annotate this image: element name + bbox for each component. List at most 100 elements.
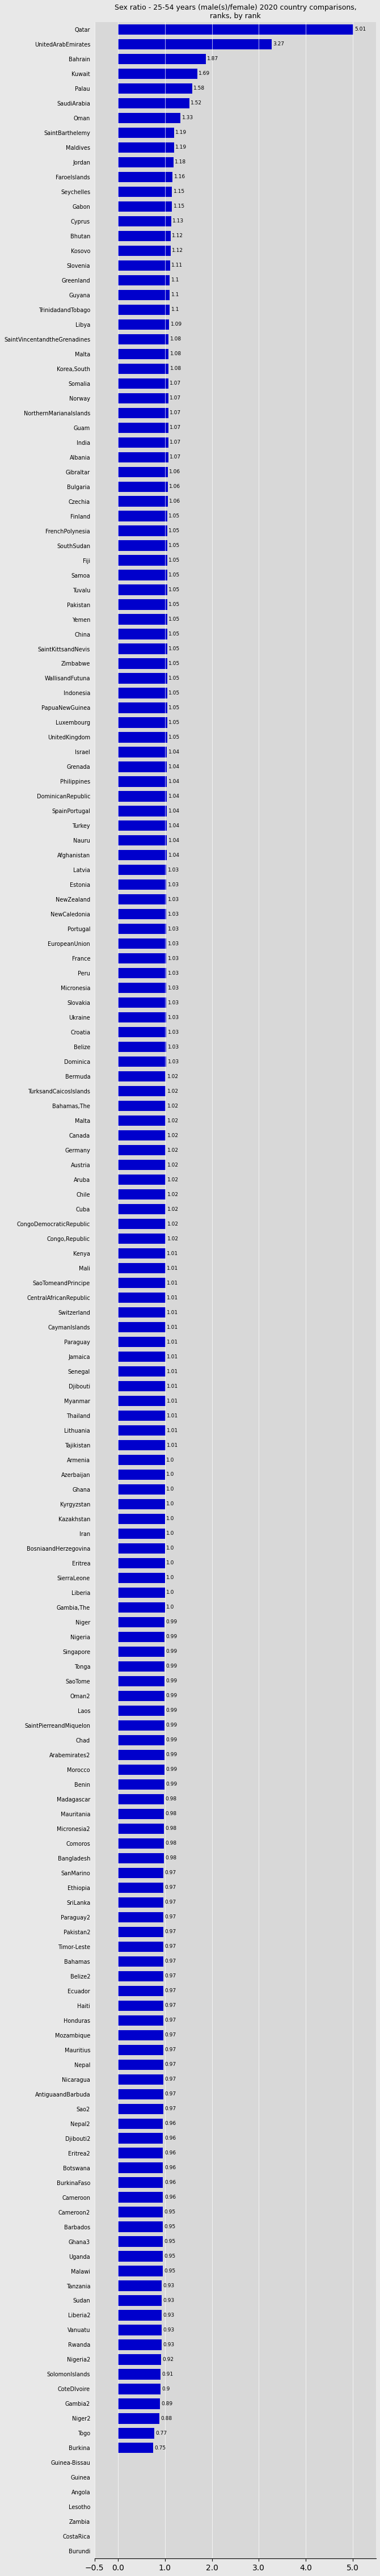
- Bar: [118, 1321, 165, 1332]
- Bar: [118, 39, 271, 49]
- Bar: [118, 2414, 159, 2424]
- Text: 1.03: 1.03: [168, 868, 179, 873]
- Text: 1.04: 1.04: [168, 793, 180, 799]
- Bar: [118, 2311, 162, 2321]
- Bar: [118, 1381, 165, 1391]
- Text: 0.99: 0.99: [166, 1633, 177, 1638]
- Text: 1.0: 1.0: [166, 1530, 174, 1535]
- Bar: [118, 1072, 166, 1082]
- Bar: [118, 1012, 166, 1023]
- Bar: [118, 1955, 163, 1965]
- Text: 1.02: 1.02: [167, 1149, 179, 1154]
- Text: 0.96: 0.96: [165, 2195, 176, 2200]
- Bar: [118, 569, 167, 580]
- Text: 0.98: 0.98: [165, 1842, 177, 1847]
- Text: 1.05: 1.05: [169, 559, 180, 564]
- Text: 1.12: 1.12: [172, 234, 183, 240]
- Text: 0.77: 0.77: [155, 2432, 167, 2437]
- Bar: [118, 1618, 165, 1628]
- Text: 1.07: 1.07: [169, 397, 181, 402]
- Text: 1.04: 1.04: [168, 750, 180, 755]
- Text: 0.99: 0.99: [166, 1767, 177, 1772]
- Bar: [118, 600, 167, 611]
- Bar: [118, 1839, 164, 1850]
- Text: 1.07: 1.07: [169, 440, 181, 446]
- Text: 0.99: 0.99: [166, 1739, 177, 1744]
- Text: 1.02: 1.02: [167, 1177, 179, 1182]
- Text: 0.9: 0.9: [162, 2385, 170, 2391]
- Bar: [118, 878, 166, 889]
- Bar: [118, 98, 189, 108]
- Text: 0.99: 0.99: [166, 1649, 177, 1654]
- Bar: [118, 629, 167, 639]
- Text: 0.91: 0.91: [162, 2372, 174, 2378]
- Text: 1.01: 1.01: [167, 1443, 178, 1448]
- Bar: [118, 1306, 165, 1316]
- Text: 1.01: 1.01: [167, 1324, 178, 1329]
- Bar: [118, 1056, 166, 1066]
- Bar: [118, 348, 169, 358]
- Text: 1.02: 1.02: [167, 1162, 179, 1167]
- Bar: [118, 2002, 163, 2012]
- Bar: [118, 1868, 163, 1878]
- Bar: [118, 969, 166, 979]
- Bar: [118, 2164, 163, 2174]
- Text: 1.0: 1.0: [166, 1561, 174, 1566]
- Text: 0.99: 0.99: [166, 1620, 177, 1625]
- Bar: [118, 1249, 165, 1260]
- Bar: [118, 2280, 162, 2290]
- Bar: [118, 1942, 163, 1953]
- Text: 0.99: 0.99: [166, 1680, 177, 1685]
- Bar: [118, 806, 167, 817]
- Bar: [118, 716, 167, 729]
- Bar: [118, 1087, 166, 1097]
- Text: 1.08: 1.08: [170, 337, 182, 343]
- Bar: [118, 909, 166, 920]
- Text: 1.11: 1.11: [171, 263, 183, 268]
- Bar: [118, 1631, 165, 1641]
- Bar: [118, 2208, 163, 2218]
- Text: 0.97: 0.97: [165, 1899, 176, 1904]
- Text: 0.97: 0.97: [165, 1870, 176, 1875]
- Text: 1.16: 1.16: [174, 175, 185, 180]
- Text: 1.05: 1.05: [169, 662, 180, 667]
- Bar: [118, 54, 206, 64]
- Bar: [118, 1986, 163, 1996]
- Bar: [118, 185, 172, 196]
- Bar: [118, 1736, 165, 1747]
- Bar: [118, 644, 167, 654]
- Bar: [118, 2105, 163, 2115]
- Bar: [118, 173, 173, 183]
- Bar: [118, 1468, 165, 1479]
- Bar: [118, 866, 166, 876]
- Bar: [118, 1662, 165, 1672]
- Text: 0.96: 0.96: [165, 2136, 176, 2141]
- Bar: [118, 1780, 165, 1790]
- Bar: [118, 2221, 163, 2231]
- Text: 1.02: 1.02: [167, 1236, 179, 1242]
- Text: 1.15: 1.15: [173, 204, 185, 209]
- Text: 1.03: 1.03: [168, 1030, 179, 1036]
- Bar: [118, 2251, 163, 2262]
- Bar: [118, 1159, 166, 1170]
- Bar: [118, 1028, 166, 1038]
- Bar: [118, 126, 174, 139]
- Bar: [118, 422, 168, 433]
- Bar: [118, 938, 166, 948]
- Bar: [118, 1927, 163, 1937]
- Text: 0.93: 0.93: [163, 2298, 174, 2303]
- Text: 0.98: 0.98: [165, 1826, 177, 1832]
- Text: 1.05: 1.05: [169, 721, 180, 724]
- Text: 1.02: 1.02: [167, 1090, 179, 1095]
- Text: 1.01: 1.01: [167, 1368, 178, 1373]
- Text: 1.02: 1.02: [167, 1221, 179, 1226]
- Title: Sex ratio - 25-54 years (male(s)/female) 2020 country comparisons,
ranks, by ran: Sex ratio - 25-54 years (male(s)/female)…: [114, 5, 356, 21]
- Bar: [118, 1484, 165, 1494]
- Bar: [118, 775, 167, 786]
- Text: 1.05: 1.05: [169, 528, 180, 533]
- Text: 1.01: 1.01: [167, 1280, 178, 1285]
- Text: 0.93: 0.93: [163, 2329, 174, 2334]
- Bar: [118, 703, 167, 714]
- Bar: [118, 23, 353, 33]
- Bar: [118, 2074, 163, 2084]
